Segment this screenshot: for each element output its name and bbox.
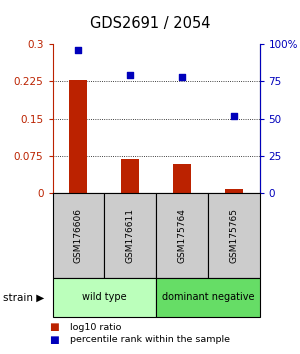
Point [128,73,133,78]
Point [179,74,184,80]
Point [76,47,81,53]
Text: wild type: wild type [82,292,127,302]
Text: strain ▶: strain ▶ [3,292,44,302]
Bar [173,164,191,193]
Text: percentile rank within the sample: percentile rank within the sample [70,335,230,344]
Bar [225,189,243,193]
Text: GSM175764: GSM175764 [177,208,186,263]
Text: ■: ■ [50,335,59,345]
Text: GSM175765: GSM175765 [229,208,238,263]
Bar [121,159,139,193]
Text: GSM176606: GSM176606 [74,208,83,263]
Text: GDS2691 / 2054: GDS2691 / 2054 [90,16,210,31]
Text: GSM176611: GSM176611 [126,208,135,263]
Text: dominant negative: dominant negative [161,292,254,302]
Point [231,113,236,119]
Text: ■: ■ [50,322,59,332]
Text: log10 ratio: log10 ratio [70,323,122,332]
Bar [69,80,87,193]
